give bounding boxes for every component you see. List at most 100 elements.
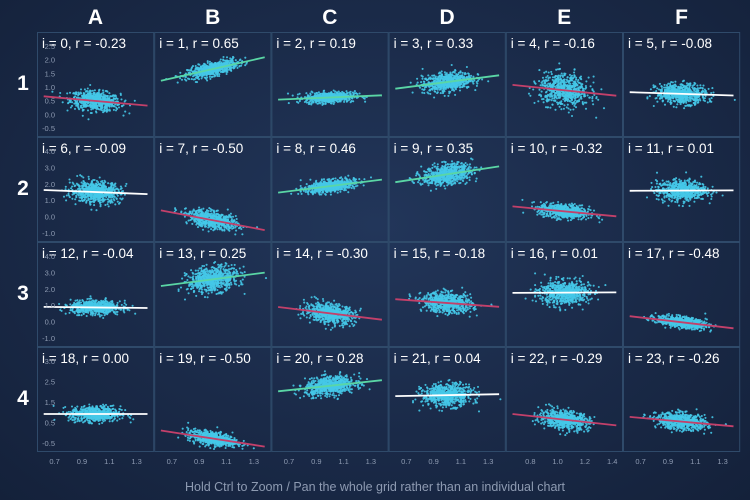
scatter-point [107, 198, 110, 201]
scatter-point [591, 88, 594, 91]
chart-cell-0[interactable]: i = 0, r = -0.23 [37, 32, 155, 137]
scatter-point [572, 108, 575, 111]
scatter-point [87, 177, 90, 181]
scatter-point [441, 89, 444, 92]
scatter-point [430, 88, 433, 91]
scatter-point [225, 72, 228, 76]
scatter-point [553, 97, 556, 100]
scatter-point [87, 175, 90, 178]
chart-border [154, 32, 272, 137]
scatter-point [87, 95, 90, 98]
scatter-point [70, 104, 74, 107]
scatter-point [566, 79, 569, 82]
scatter-point [89, 89, 92, 92]
scatter-grid[interactable]: i = 0, r = -0.23 i = 1, r = 0.65 i = 2, r … [0, 0, 750, 480]
scatter-point [448, 83, 451, 87]
scatter-point [120, 187, 123, 190]
scatter-point [421, 67, 424, 70]
scatter-point [423, 92, 426, 95]
scatter-point [197, 66, 200, 69]
scatter-point [216, 74, 219, 78]
scatter-point [472, 75, 475, 78]
scatter-point [712, 91, 715, 94]
chart-cell-5[interactable]: i = 5, r = -0.08 [623, 32, 741, 137]
scatter-point [648, 95, 651, 98]
scatter-point [92, 178, 95, 182]
scatter-point [711, 87, 714, 90]
column-header-b: B [205, 6, 221, 29]
scatter-point [653, 86, 656, 89]
scatter-point [570, 98, 574, 101]
scatter-point [582, 103, 585, 106]
chart-cell-2[interactable]: i = 2, r = 0.19 [271, 32, 389, 137]
scatter-point [680, 100, 683, 103]
scatter-point [686, 84, 689, 87]
scatter-point [459, 70, 462, 73]
scatter-point [434, 77, 437, 80]
chart-cell-3[interactable]: i = 3, r = 0.33 [388, 32, 506, 137]
scatter-point [201, 228, 205, 231]
scatter-point [677, 90, 680, 93]
scatter-point [566, 103, 569, 106]
scatter-point [310, 103, 313, 106]
scatter-point [447, 74, 450, 77]
scatter-point [567, 107, 570, 110]
scatter-point [61, 101, 64, 104]
chart-cell-4[interactable]: i = 4, r = -0.16 [505, 32, 623, 137]
scatter-point [557, 83, 560, 86]
scatter-point [571, 84, 574, 87]
scatter-point [447, 94, 450, 97]
scatter-point [664, 95, 668, 98]
scatter-point [706, 101, 709, 104]
scatter-point [527, 92, 531, 95]
chart-label: i = 5, r = -0.08 [628, 36, 712, 51]
scatter-point [73, 96, 76, 99]
scatter-point [186, 69, 189, 72]
scatter-point [89, 93, 92, 96]
scatter-point [707, 87, 710, 90]
scatter-point [176, 81, 179, 84]
scatter-point [109, 99, 112, 102]
scatter-point [660, 85, 663, 88]
scatter-point [102, 198, 105, 201]
scatter-point [104, 103, 107, 106]
scatter-point [588, 96, 591, 99]
scatter-point [476, 82, 479, 85]
scatter-point [84, 184, 87, 187]
scatter-point [672, 84, 676, 87]
scatter-point [113, 188, 116, 191]
scatter-point [684, 100, 687, 103]
scatter-point [658, 97, 662, 100]
scatter-point [566, 85, 569, 88]
scatter-point [703, 88, 706, 91]
scatter-point [540, 95, 543, 98]
scatter-point [322, 90, 325, 93]
scatter-point [231, 215, 235, 218]
scatter-point [350, 100, 353, 103]
scatter-point [336, 92, 339, 95]
scatter-point [451, 83, 454, 86]
scatter-point [577, 78, 580, 82]
chart-cell-7[interactable]: i = 7, r = -0.50 [154, 137, 272, 242]
scatter-point [701, 95, 704, 98]
scatter-point [336, 100, 339, 104]
scatter-point [457, 75, 460, 78]
scatter-point [206, 72, 209, 75]
scatter-point [325, 98, 328, 101]
chart-cell-1[interactable]: i = 1, r = 0.65 [154, 32, 272, 137]
scatter-point [656, 100, 659, 103]
scatter-point [99, 108, 102, 111]
scatter-point [696, 101, 699, 104]
scatter-point [565, 81, 568, 84]
scatter-point [179, 71, 182, 74]
scatter-point [652, 104, 655, 108]
scatter-point [123, 100, 126, 103]
scatter-point [67, 194, 70, 197]
scatter-point [227, 68, 231, 71]
scatter-point [95, 111, 98, 114]
scatter-point [229, 69, 233, 72]
scatter-point [108, 92, 111, 95]
scatter-point [236, 66, 239, 69]
scatter-point [702, 84, 705, 87]
scatter-point [121, 197, 124, 200]
